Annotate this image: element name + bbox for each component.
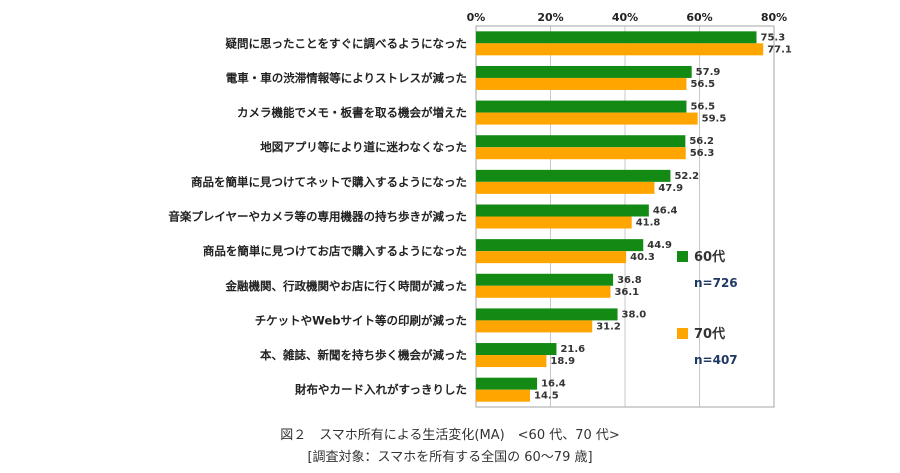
- x-tick-label: 0%: [467, 11, 486, 24]
- category-label: 商品を簡単に見つけてお店で購入するようになった: [203, 244, 467, 258]
- bar: [476, 285, 611, 298]
- x-tick-label: 20%: [537, 11, 563, 24]
- x-tick-label: 80%: [761, 11, 787, 24]
- data-label: 59.5: [702, 114, 727, 125]
- bar: [476, 320, 593, 333]
- data-label: 21.6: [560, 344, 585, 355]
- bar: [476, 147, 686, 160]
- data-label: 52.2: [674, 171, 699, 182]
- category-label: 商品を簡単に見つけてネットで購入するようになった: [191, 175, 467, 189]
- category-label: 本、雑誌、新聞を持ち歩く機会が減った: [260, 348, 467, 362]
- legend-label: 70代: [694, 326, 725, 342]
- bar: [476, 389, 531, 402]
- legend-label: 60代: [694, 249, 725, 265]
- legend-swatch: [677, 251, 688, 262]
- category-label: カメラ機能でメモ・板書を取る機会が増えた: [237, 106, 467, 120]
- category-label: 電車・車の渋滞情報等によりストレスが減った: [226, 71, 467, 85]
- data-label: 56.3: [690, 148, 715, 159]
- data-label: 56.2: [689, 136, 714, 147]
- bar: [476, 216, 632, 229]
- bar: [476, 204, 649, 217]
- bar: [476, 308, 618, 321]
- data-label: 18.9: [550, 356, 575, 367]
- bar: [476, 343, 557, 356]
- chart-caption: 図２ スマホ所有による生活変化(MA) <60 代、70 代>: [280, 428, 620, 443]
- bar: [476, 135, 686, 148]
- data-label: 41.8: [636, 218, 661, 229]
- category-label: 財布やカード入れがすっきりした: [294, 383, 467, 397]
- data-label: 44.9: [647, 240, 672, 251]
- legend-swatch: [677, 328, 688, 339]
- data-label: 46.4: [653, 206, 678, 217]
- bar: [476, 43, 764, 56]
- bar: [476, 77, 687, 90]
- legend-n: n=407: [694, 353, 738, 367]
- bar: [476, 251, 627, 264]
- data-label: 47.9: [658, 183, 683, 194]
- data-label: 40.3: [630, 252, 655, 263]
- x-tick-label: 40%: [612, 11, 638, 24]
- data-label: 75.3: [760, 32, 785, 43]
- bar: [476, 273, 614, 286]
- category-label: チケットやWebサイト等の印刷が減った: [255, 313, 467, 327]
- x-tick-label: 60%: [686, 11, 712, 24]
- bar: [476, 100, 687, 113]
- data-label: 14.5: [534, 391, 559, 402]
- data-label: 36.1: [614, 287, 639, 298]
- bar: [476, 181, 655, 194]
- bar: [476, 31, 757, 44]
- data-label: 77.1: [767, 44, 792, 55]
- category-label: 金融機関、行政機関やお店に行く時間が減った: [225, 279, 468, 293]
- category-label: 音楽プレイヤーやカメラ等の専用機器の持ち歩きが減った: [168, 210, 467, 224]
- data-label: 57.9: [696, 67, 721, 78]
- legend-n: n=726: [694, 276, 738, 290]
- bar: [476, 65, 692, 78]
- data-label: 38.0: [622, 309, 647, 320]
- category-label: 地図アプリ等により道に迷わなくなった: [260, 140, 467, 154]
- data-label: 31.2: [596, 321, 621, 332]
- data-label: 16.4: [541, 379, 566, 390]
- data-label: 56.5: [690, 79, 715, 90]
- category-label: 疑問に思ったことをすぐに調べるようになった: [226, 36, 468, 50]
- bar: [476, 239, 644, 252]
- data-label: 56.5: [690, 102, 715, 113]
- bar: [476, 112, 698, 125]
- chart-subcaption: [調査対象：スマホを所有する全国の 60～79 歳]: [307, 450, 593, 465]
- bar: [476, 377, 538, 390]
- bar: [476, 355, 547, 368]
- data-label: 36.8: [617, 275, 642, 286]
- bar: [476, 169, 671, 182]
